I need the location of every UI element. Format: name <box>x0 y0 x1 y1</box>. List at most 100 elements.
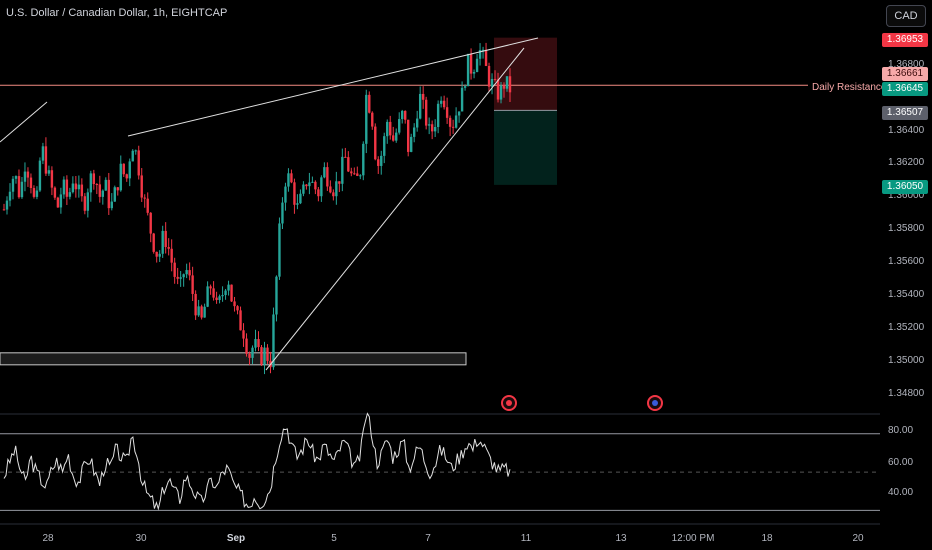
candle-body <box>454 115 458 128</box>
candle-body <box>260 347 263 365</box>
candle-body <box>424 99 428 126</box>
candle-body <box>122 163 125 175</box>
candle-body <box>317 189 320 197</box>
candle-body <box>149 212 152 234</box>
candle-body <box>38 160 42 191</box>
candle-body <box>101 190 105 197</box>
candle-body <box>203 306 206 318</box>
rsi-line <box>3 412 511 511</box>
candle-body <box>344 156 347 158</box>
x-tick-label: 12:00 PM <box>671 533 715 544</box>
candle-body <box>308 182 311 187</box>
candle-body <box>496 79 500 100</box>
candle-body <box>158 253 161 257</box>
candle-body <box>74 183 78 190</box>
candle-body <box>200 306 203 318</box>
candle-body <box>11 178 15 192</box>
rsi-tick-label: 80.00 <box>888 425 914 436</box>
candle-body <box>77 184 81 190</box>
candle-body <box>152 233 155 252</box>
candle-body <box>155 251 158 257</box>
trend-line <box>0 101 48 143</box>
candle-body <box>320 177 323 197</box>
candle-body <box>380 155 383 166</box>
candle-body <box>35 190 39 197</box>
stop-zone <box>494 37 557 111</box>
candle-body <box>44 146 48 174</box>
candle-body <box>14 176 18 179</box>
candle-body <box>398 119 401 133</box>
candle-body <box>415 118 419 128</box>
candle-body <box>209 286 212 289</box>
candle-body <box>104 179 107 191</box>
candle-body <box>386 121 389 137</box>
candle-body <box>350 171 353 174</box>
candle-body <box>490 78 494 87</box>
candle-body <box>50 170 54 188</box>
candle-body <box>487 65 491 87</box>
candle-body <box>179 277 182 279</box>
candle-body <box>478 49 482 59</box>
candle-body <box>173 262 176 277</box>
candle-body <box>110 201 113 209</box>
y-tick-label: 1.35600 <box>888 256 925 267</box>
candle-body <box>392 135 395 141</box>
stop-price-tag: 1.36953 <box>882 33 928 47</box>
candle-body <box>418 93 422 119</box>
candle-body <box>305 184 308 187</box>
candle-body <box>341 156 344 184</box>
candle-body <box>185 270 188 275</box>
target-zone <box>494 110 557 185</box>
candle-body <box>245 338 248 354</box>
candle-body <box>29 177 33 189</box>
candle-body <box>236 306 239 311</box>
candle-body <box>359 175 362 177</box>
us-flag-icon[interactable] <box>647 395 663 411</box>
candle-body <box>296 203 299 205</box>
entry-price-tag: 1.36507 <box>882 106 928 120</box>
symbol-title: U.S. Dollar / Canadian Dollar, 1h, EIGHT… <box>6 7 228 19</box>
candle-body <box>362 143 365 176</box>
candle-body <box>436 103 440 127</box>
candle-body <box>409 136 413 152</box>
candle-body <box>484 49 488 66</box>
candle-body <box>472 71 476 74</box>
daily-resistance-label: Daily Resistance <box>812 82 887 93</box>
candle-body <box>233 301 236 307</box>
candle-body <box>445 107 449 118</box>
candle-body <box>137 150 140 176</box>
last-price-tag: 1.36645 <box>882 82 928 96</box>
candle-body <box>505 76 509 89</box>
candle-body <box>466 53 470 87</box>
candle-body <box>140 175 143 198</box>
candle-body <box>23 171 27 182</box>
candle-body <box>83 196 87 211</box>
candle-body <box>194 293 197 316</box>
currency-button[interactable]: CAD <box>886 5 926 27</box>
rsi-tick-label: 60.00 <box>888 457 914 468</box>
candle-body <box>430 124 434 132</box>
candle-body <box>215 297 218 300</box>
candle-body <box>499 85 503 100</box>
candle-body <box>32 188 36 197</box>
candle-body <box>107 179 110 209</box>
candle-body <box>59 194 63 208</box>
candle-body <box>143 197 146 199</box>
candle-body <box>86 192 90 211</box>
candle-body <box>128 161 131 179</box>
candle-body <box>164 230 167 248</box>
y-tick-label: 1.35400 <box>888 289 925 300</box>
candle-body <box>275 276 278 315</box>
candle-body <box>167 247 170 249</box>
candle-body <box>257 339 260 348</box>
canada-flag-icon[interactable] <box>501 395 517 411</box>
support-zone <box>0 352 467 366</box>
candle-body <box>451 126 455 128</box>
y-tick-label: 1.35000 <box>888 355 925 366</box>
candle-body <box>493 78 497 80</box>
candle-body <box>17 176 21 198</box>
y-tick-label: 1.34800 <box>888 388 925 399</box>
y-tick-label: 1.36200 <box>888 157 925 168</box>
